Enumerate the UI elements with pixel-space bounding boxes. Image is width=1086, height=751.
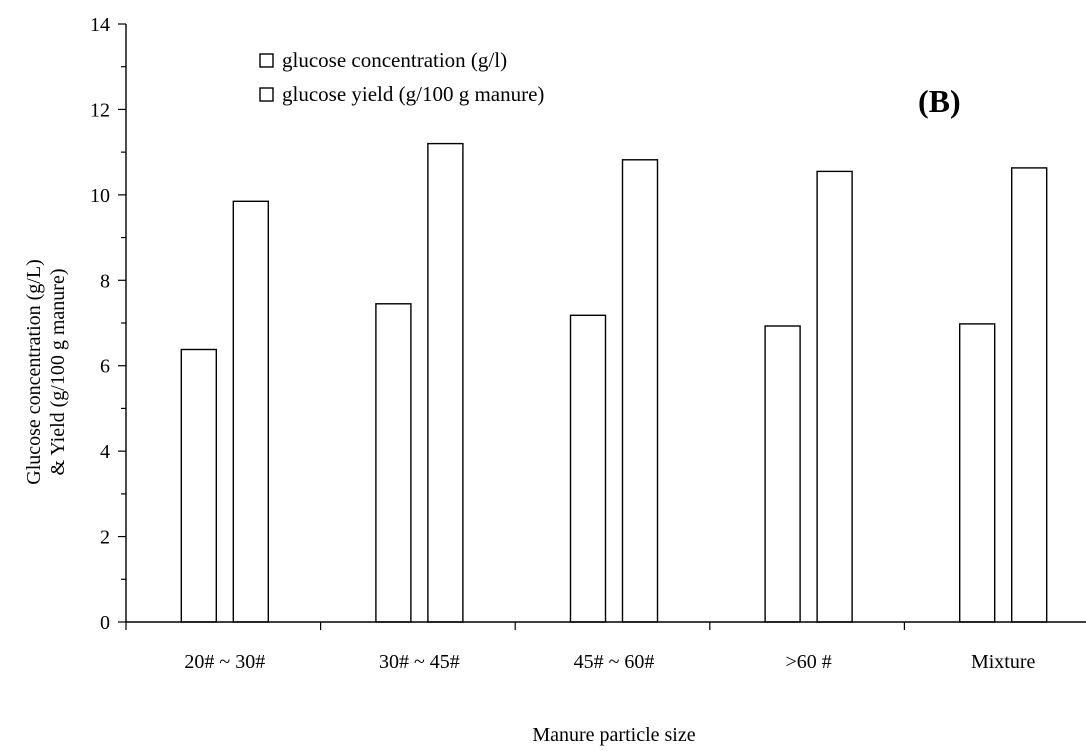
- y-axis-title-line2: & Yield (g/100 g manure): [47, 269, 69, 476]
- y-tick-label: 2: [100, 527, 110, 549]
- y-tick-label: 12: [90, 99, 110, 121]
- bars-layer: [180, 142, 1048, 623]
- bar-yield-2: [427, 142, 464, 623]
- legend-label-yield: glucose yield (g/100 g manure): [282, 82, 544, 106]
- bar-yield-4: [816, 170, 853, 623]
- bar-yield-3: [621, 159, 659, 623]
- y-axis-title-line1: Glucose concentration (g/L): [23, 259, 45, 484]
- legend-label-concentration: glucose concentration (g/l): [282, 48, 507, 72]
- x-tick-label: 45# ~ 60#: [574, 651, 655, 673]
- y-ticks: 0 2 4 6 8 10 12 14: [90, 14, 126, 634]
- y-tick-label: 0: [100, 612, 110, 634]
- bar-yield-1: [232, 200, 270, 623]
- bar-concentration-3: [569, 314, 607, 623]
- panel-label: (B): [918, 83, 961, 119]
- y-tick-label: 4: [100, 441, 110, 463]
- y-tick-label: 6: [100, 356, 110, 378]
- x-tick-label: >60 #: [785, 651, 831, 673]
- y-tick-label: 10: [90, 185, 110, 207]
- y-tick-label: 14: [90, 14, 110, 36]
- bar-concentration-5: [959, 323, 996, 623]
- legend: glucose concentration (g/l) glucose yiel…: [259, 48, 544, 106]
- legend-swatch-yield: [259, 87, 274, 102]
- x-tick-label: Mixture: [971, 651, 1036, 673]
- x-tick-label: 30# ~ 45#: [379, 651, 460, 673]
- x-axis-title: Manure particle size: [532, 724, 695, 746]
- bar-concentration-2: [375, 303, 412, 623]
- x-ticks: 20# ~ 30# 30# ~ 45# 45# ~ 60# >60 # Mixture: [125, 622, 1036, 673]
- bar-concentration-4: [764, 325, 801, 623]
- legend-swatch-concentration: [259, 53, 274, 68]
- bar-concentration-1: [180, 348, 218, 623]
- x-tick-label: 20# ~ 30#: [184, 651, 265, 673]
- y-tick-label: 8: [100, 270, 110, 292]
- bar-yield-5: [1011, 167, 1048, 623]
